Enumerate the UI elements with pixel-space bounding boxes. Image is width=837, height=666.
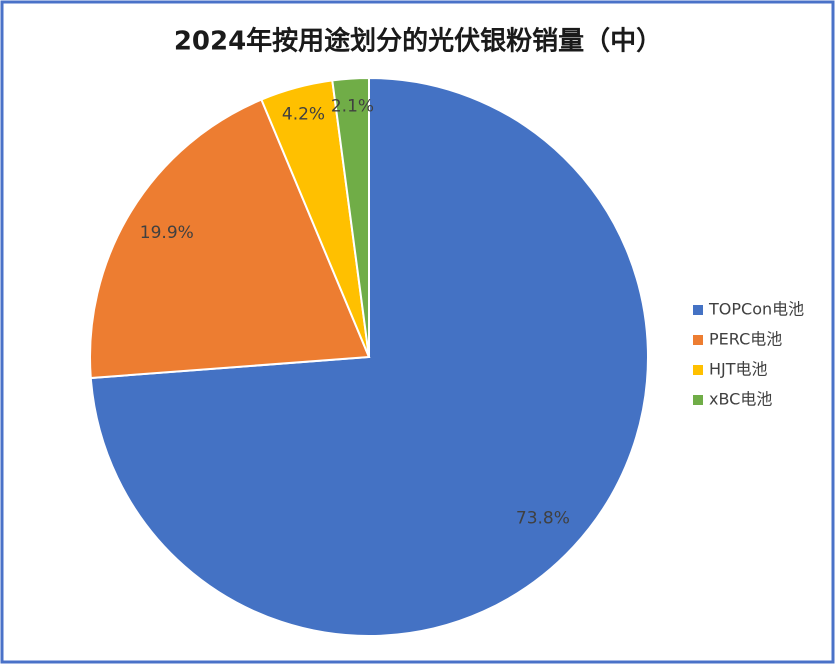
data-label: 4.2% — [282, 105, 325, 125]
legend-marker — [693, 395, 703, 405]
legend-marker — [693, 305, 703, 315]
pie: 73.8% 19.9% 4.2% 2.1% — [89, 76, 649, 637]
pie-slice — [331, 76, 370, 358]
data-label: 2.1% — [331, 96, 374, 116]
legend-label: xBC电池 — [709, 390, 772, 409]
data-label: 19.9% — [140, 223, 194, 243]
data-label: 73.8% — [516, 508, 570, 528]
legend-marker — [693, 335, 703, 345]
pie-slice — [89, 98, 371, 380]
legend: TOPCon电池 PERC电池 HJT电池 xBC电池 — [693, 300, 804, 409]
legend-label: PERC电池 — [709, 330, 782, 349]
legend-label: HJT电池 — [709, 360, 768, 379]
legend-marker — [693, 365, 703, 375]
legend-label: TOPCon电池 — [708, 300, 804, 319]
chart-title: 2024年按用途划分的光伏银粉销量（中） — [174, 26, 662, 57]
